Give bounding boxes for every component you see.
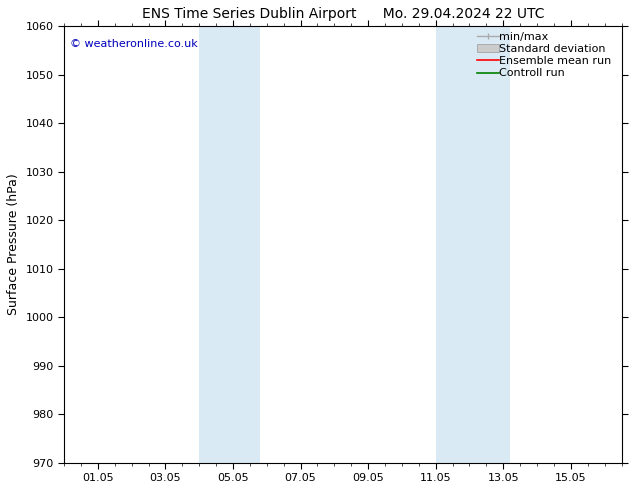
Bar bbox=[436, 26, 510, 463]
Title: ENS Time Series Dublin Airport      Mo. 29.04.2024 22 UTC: ENS Time Series Dublin Airport Mo. 29.04… bbox=[141, 7, 544, 21]
Legend: min/max, Standard deviation, Ensemble mean run, Controll run: min/max, Standard deviation, Ensemble me… bbox=[475, 29, 618, 81]
Y-axis label: Surface Pressure (hPa): Surface Pressure (hPa) bbox=[7, 173, 20, 316]
Text: © weatheronline.co.uk: © weatheronline.co.uk bbox=[70, 39, 197, 49]
Bar bbox=[199, 26, 260, 463]
